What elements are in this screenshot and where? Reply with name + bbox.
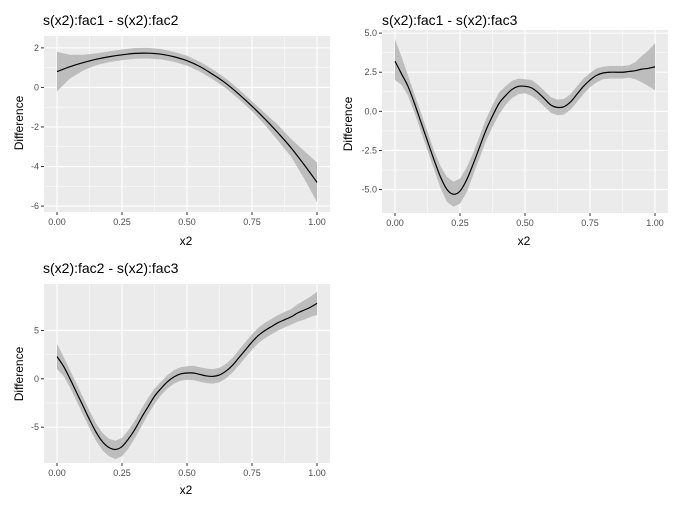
chart-title: s(x2):fac1 - s(x2):fac3 (382, 12, 518, 28)
y-tick-label: 2.5 (364, 67, 377, 77)
chart-title: s(x2):fac1 - s(x2):fac2 (43, 12, 179, 28)
x-tick-label: 0.75 (243, 468, 261, 478)
y-tick-label: -6 (31, 201, 39, 211)
x-axis-label: x2 (180, 483, 193, 497)
chart-panel-3: 0.00 0.25 0.50 0.75 1.00 -5 0 5 s(x2):fac2 - s(… (0, 255, 340, 510)
confidence-ribbon (57, 291, 317, 460)
y-tick-label: 5 (34, 325, 39, 335)
y-tick-label: -2 (31, 122, 39, 132)
chart-panel-2: 0.00 0.25 0.50 0.75 1.00 -5.0 -2.5 0.0 2.5 5.0 s(… (340, 0, 680, 255)
x-tick-label: 0.00 (386, 218, 404, 228)
y-tick-label: -5.0 (361, 185, 377, 195)
y-tick-label: 0 (34, 374, 39, 384)
x-tick-label: 0.50 (516, 218, 534, 228)
x-axis-label: x2 (180, 234, 193, 248)
y-tick-label: 0.0 (364, 106, 377, 116)
x-tick-label: 0.75 (243, 217, 261, 227)
difference-line (56, 52, 318, 183)
x-tick-label: 1.00 (308, 217, 326, 227)
chart-svg-1: 0.00 0.25 0.50 0.75 1.00 -6 -4 -2 0 2 s(x2):fac1 … (12, 12, 330, 248)
x-tick-label: 0.00 (48, 217, 66, 227)
x-axis-label: x2 (518, 234, 531, 248)
y-axis-label: Difference (341, 96, 355, 151)
y-tick-label: 5.0 (364, 28, 377, 38)
confidence-ribbon (395, 39, 655, 207)
plot-area: 0.00 0.25 0.50 0.75 1.00 -6 -4 -2 0 2 (31, 36, 330, 227)
chart-title: s(x2):fac2 - s(x2):fac3 (43, 260, 179, 276)
x-tick-label: 0.50 (178, 217, 196, 227)
x-tick-label: 0.75 (581, 218, 599, 228)
y-axis-label: Difference (12, 346, 26, 401)
y-axis-label: Difference (12, 95, 26, 150)
chart-svg-2: 0.00 0.25 0.50 0.75 1.00 -5.0 -2.5 0.0 2.5 5.0 s(… (341, 12, 668, 248)
x-tick-label: 1.00 (646, 218, 664, 228)
y-tick-label: 0 (34, 82, 39, 92)
x-tick-label: 0.25 (451, 218, 469, 228)
difference-line (394, 61, 656, 195)
chart-panel-1: 0.00 0.25 0.50 0.75 1.00 -6 -4 -2 0 2 s(x2):fac1 … (0, 0, 340, 255)
chart-svg-3: 0.00 0.25 0.50 0.75 1.00 -5 0 5 s(x2):fac2 - s(… (12, 260, 330, 497)
difference-line (56, 302, 318, 451)
x-tick-label: 0.50 (178, 468, 196, 478)
y-tick-label: -2.5 (361, 145, 377, 155)
x-tick-label: 0.25 (113, 217, 131, 227)
y-tick-label: 2 (34, 43, 39, 53)
x-tick-label: 1.00 (308, 468, 326, 478)
plot-area: 0.00 0.25 0.50 0.75 1.00 -5 0 5 (31, 284, 330, 478)
plot-area: 0.00 0.25 0.50 0.75 1.00 -5.0 -2.5 0.0 2.5 5.0 (361, 28, 668, 228)
x-tick-label: 0.00 (48, 468, 66, 478)
y-tick-label: -5 (31, 422, 39, 432)
y-tick-label: -4 (31, 162, 39, 172)
x-tick-label: 0.25 (113, 468, 131, 478)
